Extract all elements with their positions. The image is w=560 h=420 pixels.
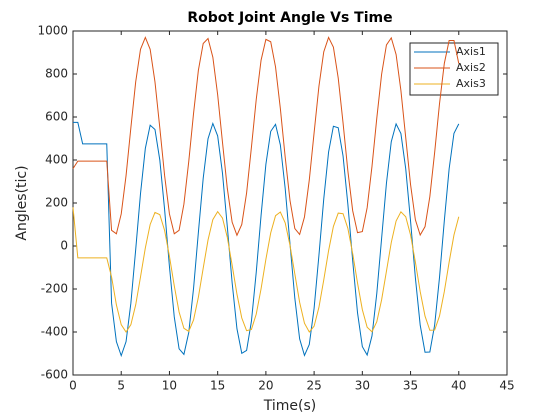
y-tick-label: 0 <box>60 239 68 253</box>
line-series <box>72 207 460 333</box>
x-tick-label: 45 <box>499 379 514 393</box>
y-tick-label: 600 <box>45 110 68 124</box>
x-tick-label: 15 <box>210 379 225 393</box>
x-tick-label: 10 <box>162 379 177 393</box>
y-tick-label: -400 <box>41 325 68 339</box>
legend-label: Axis2 <box>456 61 486 74</box>
y-tick-label: 800 <box>45 67 68 81</box>
x-tick-label: 0 <box>69 379 77 393</box>
chart-title: Robot Joint Angle Vs Time <box>187 10 392 26</box>
y-tick-label: 400 <box>45 153 68 167</box>
legend: Axis1 Axis2 Axis3 <box>409 42 499 96</box>
y-tick-label: 200 <box>45 196 68 210</box>
x-tick-label: 40 <box>451 379 466 393</box>
y-tick-label: -200 <box>41 282 68 296</box>
x-tick-label: 20 <box>258 379 273 393</box>
line-series <box>72 36 460 237</box>
x-tick-label: 5 <box>117 379 125 393</box>
x-axis-label: Time(s) <box>263 398 316 414</box>
legend-label: Axis1 <box>456 45 486 58</box>
y-tick-label: -600 <box>41 368 68 382</box>
y-axis-label: Angles(tic) <box>14 165 30 240</box>
x-tick-label: 30 <box>355 379 370 393</box>
x-tick-label: 35 <box>403 379 418 393</box>
legend-label: Axis3 <box>456 77 486 90</box>
x-tick-label: 25 <box>306 379 321 393</box>
y-tick-label: 1000 <box>37 24 68 38</box>
line-series <box>73 121 460 358</box>
